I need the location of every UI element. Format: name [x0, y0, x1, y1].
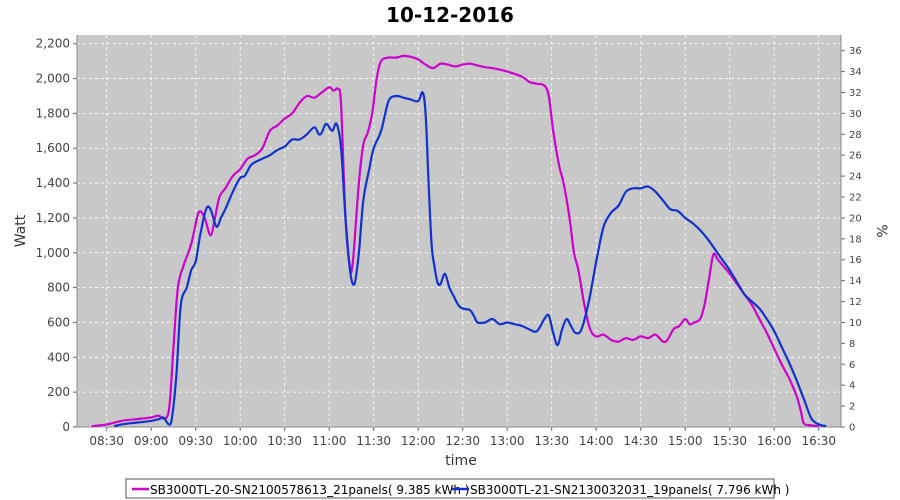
- x-tick-label: 08:30: [89, 434, 124, 448]
- y2-tick-label: 24: [849, 172, 862, 183]
- x-tick-label: 12:30: [445, 434, 480, 448]
- x-tick-label: 14:00: [579, 434, 614, 448]
- y2-tick-label: 2: [849, 402, 855, 413]
- y2-axis-label: %: [873, 224, 889, 237]
- legend: SB3000TL-20-SN2100578613_21panels( 9.385…: [125, 478, 789, 499]
- y2-tick-label: 20: [849, 213, 862, 224]
- y-tick-label: 1,600: [36, 141, 70, 155]
- y-tick-label: 2,200: [36, 37, 70, 51]
- series-lines: [91, 54, 827, 428]
- x-tick-label: 09:00: [134, 434, 169, 448]
- x-tick-label: 11:30: [356, 434, 391, 448]
- y2-tick-label: 18: [849, 234, 862, 245]
- x-tick-label: 14:30: [623, 434, 658, 448]
- x-tick-label: 15:30: [712, 434, 747, 448]
- x-tick-label: 16:00: [757, 434, 792, 448]
- legend-label-series-2: SB3000TL-21-SN2130032031_19panels( 7.796…: [470, 483, 789, 497]
- y2-tick-label: 14: [849, 276, 862, 287]
- y-tick-label: 2,000: [36, 72, 70, 86]
- y2-tick-label: 16: [849, 255, 862, 266]
- axes: 02004006008001,0001,2001,4001,6001,8002,…: [36, 35, 862, 448]
- series-line-1: [91, 54, 819, 428]
- y2-tick-label: 12: [849, 297, 862, 308]
- x-tick-label: 12:00: [401, 434, 436, 448]
- series-line-2: [113, 91, 827, 428]
- y2-tick-label: 0: [849, 423, 855, 434]
- x-tick-label: 10:00: [223, 434, 258, 448]
- y-tick-label: 600: [47, 315, 70, 329]
- x-tick-label: 16:30: [801, 434, 836, 448]
- legend-box: [125, 478, 775, 499]
- y-tick-label: 1,000: [36, 246, 70, 260]
- x-tick-label: 10:30: [267, 434, 302, 448]
- y2-tick-label: 34: [849, 67, 862, 78]
- y2-tick-label: 8: [849, 339, 855, 350]
- x-tick-label: 13:00: [490, 434, 525, 448]
- x-tick-label: 15:00: [668, 434, 703, 448]
- x-axis-label: time: [445, 453, 477, 469]
- chart-title: 10-12-2016: [386, 3, 514, 27]
- x-tick-label: 09:30: [178, 434, 213, 448]
- y2-tick-label: 22: [849, 193, 862, 204]
- y2-tick-label: 32: [849, 88, 862, 99]
- x-tick-label: 11:00: [312, 434, 347, 448]
- y-tick-label: 1,800: [36, 106, 70, 120]
- y2-tick-label: 26: [849, 151, 862, 162]
- y2-tick-label: 28: [849, 130, 862, 141]
- y-tick-label: 200: [47, 385, 70, 399]
- y-tick-label: 800: [47, 281, 70, 295]
- plot-area: [77, 35, 841, 427]
- y-tick-label: 1,200: [36, 211, 70, 225]
- y2-tick-label: 4: [849, 381, 855, 392]
- y-tick-label: 1,400: [36, 176, 70, 190]
- y-tick-label: 400: [47, 350, 70, 364]
- gridlines: [77, 35, 841, 427]
- y-tick-label: 0: [62, 420, 70, 434]
- y2-tick-label: 30: [849, 109, 862, 120]
- legend-label-series-1: SB3000TL-20-SN2100578613_21panels( 9.385…: [150, 483, 469, 497]
- y2-tick-label: 36: [849, 46, 862, 57]
- y2-tick-label: 6: [849, 360, 855, 371]
- x-tick-label: 13:30: [534, 434, 569, 448]
- y2-tick-label: 10: [849, 318, 862, 329]
- y-axis-label: Watt: [13, 214, 29, 247]
